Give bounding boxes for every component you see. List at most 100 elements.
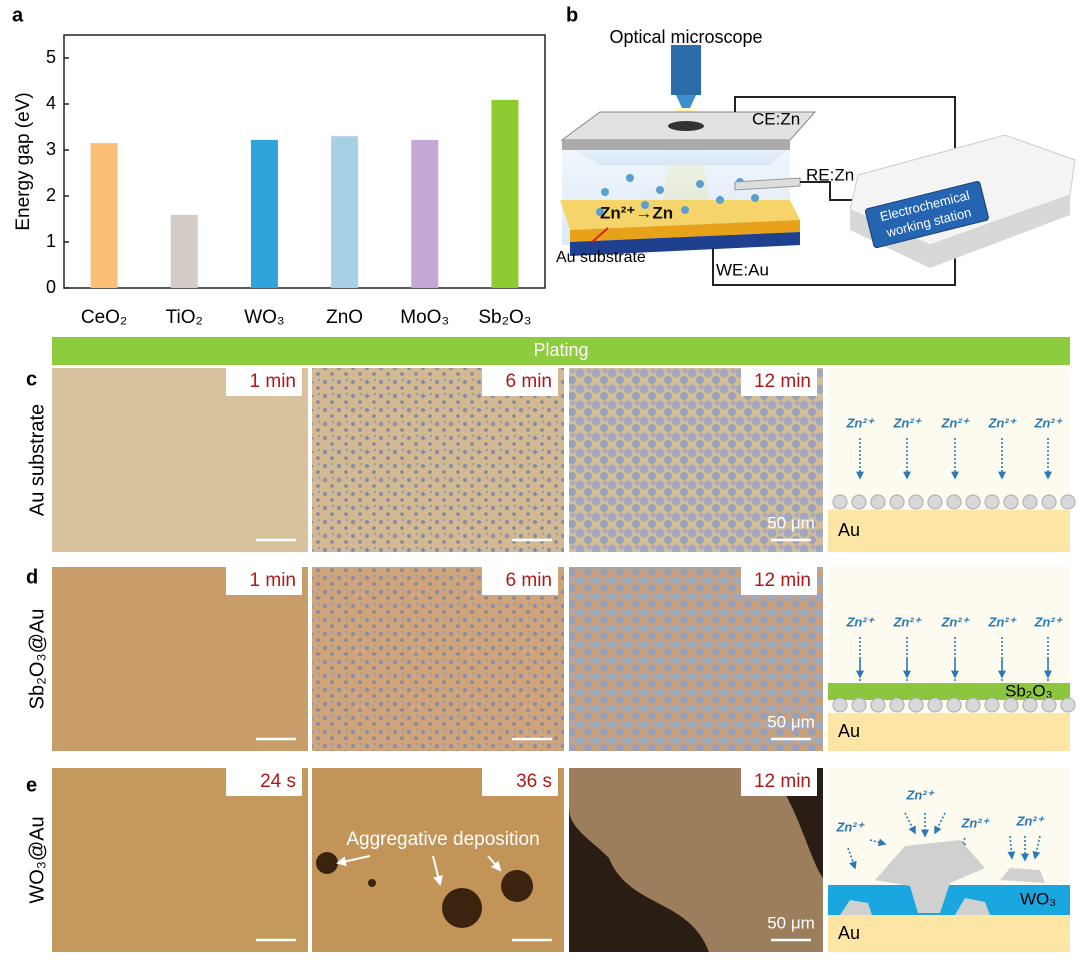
axes-frame — [63, 34, 546, 289]
setup-diagram: Electrochemical working station Optical … — [556, 27, 1076, 286]
panel-label: c — [26, 368, 37, 390]
row-label: Au substrate — [26, 404, 48, 516]
deposit-pattern — [312, 567, 564, 751]
au-layer — [828, 510, 1070, 552]
au-layer — [828, 713, 1070, 751]
annotation: Aggregative deposition — [346, 829, 539, 850]
aggregate — [442, 888, 482, 928]
re-wire — [800, 181, 858, 201]
plating-bar — [52, 337, 1070, 365]
bar — [491, 99, 519, 288]
time-label: 36 s — [516, 771, 552, 792]
station-screen — [864, 180, 989, 249]
time-box — [482, 768, 558, 796]
y-tick-label: 4 — [46, 93, 56, 113]
objective-tip — [676, 95, 696, 108]
time-label: 12 min — [754, 771, 811, 792]
ion-label: Zn²⁺ — [1033, 415, 1063, 430]
bar — [331, 136, 359, 288]
time-box — [226, 368, 302, 396]
zn-sphere — [965, 697, 981, 713]
x-tick-label: Sb₂O₃ — [478, 307, 531, 328]
bar-chart: 0 1 2 3 4 5 Energy gap (eV) CeO₂ TiO₂ WO₃ ZnO MoO₃ S… — [13, 34, 546, 328]
scale-label: 50 μm — [767, 913, 815, 932]
zn-sphere — [870, 494, 886, 510]
zn-sphere — [889, 697, 905, 713]
panel-label: e — [26, 774, 37, 796]
time-box — [226, 567, 302, 595]
time-box — [741, 567, 817, 595]
zn-aggregate — [840, 898, 990, 915]
zn-sphere — [832, 494, 848, 510]
ion-label: Zn²⁺ — [960, 815, 990, 830]
y-tick-label: 2 — [46, 185, 56, 205]
x-tick-label: CeO₂ — [81, 307, 127, 328]
ion-label: Zn²⁺ — [892, 614, 922, 629]
aggregate — [501, 870, 533, 902]
y-axis-label: Energy gap (eV) — [13, 92, 34, 230]
time-label: 6 min — [506, 371, 552, 392]
zn-sphere — [870, 697, 886, 713]
bar — [250, 139, 278, 288]
time-label: 12 min — [754, 371, 811, 392]
zn-sphere — [984, 494, 1000, 510]
setup-label: RE:Zn — [806, 165, 854, 184]
zn-sphere — [851, 697, 867, 713]
bar — [411, 139, 439, 288]
deposit-pattern — [569, 368, 823, 552]
oxide-layer — [828, 683, 1070, 700]
ce-wire — [734, 96, 956, 178]
reaction: Zn²⁺→Zn — [600, 203, 673, 222]
zn-sphere — [1003, 697, 1019, 713]
scale-label: 50 μm — [767, 712, 815, 731]
ion-label: Zn²⁺ — [845, 614, 875, 629]
we-wire — [712, 238, 956, 286]
station-side — [850, 195, 1070, 268]
bar — [90, 143, 118, 288]
zn-sphere — [1060, 697, 1076, 713]
time-label: 24 s — [260, 771, 296, 792]
y-tick-label: 5 — [46, 47, 56, 67]
zn-aggregate — [1000, 868, 1045, 883]
annotation-arrow — [432, 855, 443, 886]
substrate-base — [570, 232, 800, 256]
time-label: 1 min — [250, 371, 296, 392]
x-tick-label: TiO₂ — [166, 307, 203, 328]
ion-label: Zn²⁺ — [905, 787, 935, 802]
substrate-layer — [560, 200, 800, 230]
time-box — [226, 768, 302, 796]
ion-label: Zn²⁺ — [940, 614, 970, 629]
x-tick-label: MoO₃ — [400, 307, 449, 328]
deposit-pattern — [312, 368, 564, 552]
zn-sphere — [889, 494, 905, 510]
base-label: Au — [838, 923, 860, 943]
y-tick-label: 3 — [46, 139, 56, 159]
zn-aggregate — [875, 840, 985, 913]
plating-label: Plating — [533, 340, 588, 360]
ion-label: Zn²⁺ — [987, 614, 1017, 629]
zn-sphere — [908, 494, 924, 510]
row-label: WO₃@Au — [26, 816, 48, 903]
ion-label: Zn²⁺ — [835, 819, 865, 834]
micrograph — [52, 368, 308, 552]
ion-arrow — [847, 847, 857, 870]
y-tick-label: 1 — [46, 231, 56, 251]
time-label: 1 min — [250, 570, 296, 591]
ion-label: Zn²⁺ — [987, 415, 1017, 430]
hole — [668, 121, 704, 131]
deposit-pattern — [569, 567, 823, 751]
ion-label: Zn²⁺ — [892, 415, 922, 430]
zn-sphere — [984, 697, 1000, 713]
layer-label: WO₃ — [1020, 889, 1056, 908]
zn-sphere — [965, 494, 981, 510]
zn-sphere — [1041, 494, 1057, 510]
zn-sphere — [927, 494, 943, 510]
zn-sphere — [946, 494, 962, 510]
zn-sphere — [1003, 494, 1019, 510]
zn-sphere — [1022, 697, 1038, 713]
ion-label: Zn²⁺ — [1033, 614, 1063, 629]
au-layer — [828, 915, 1070, 952]
setup-label: CE:Zn — [752, 109, 800, 128]
time-box — [482, 567, 558, 595]
